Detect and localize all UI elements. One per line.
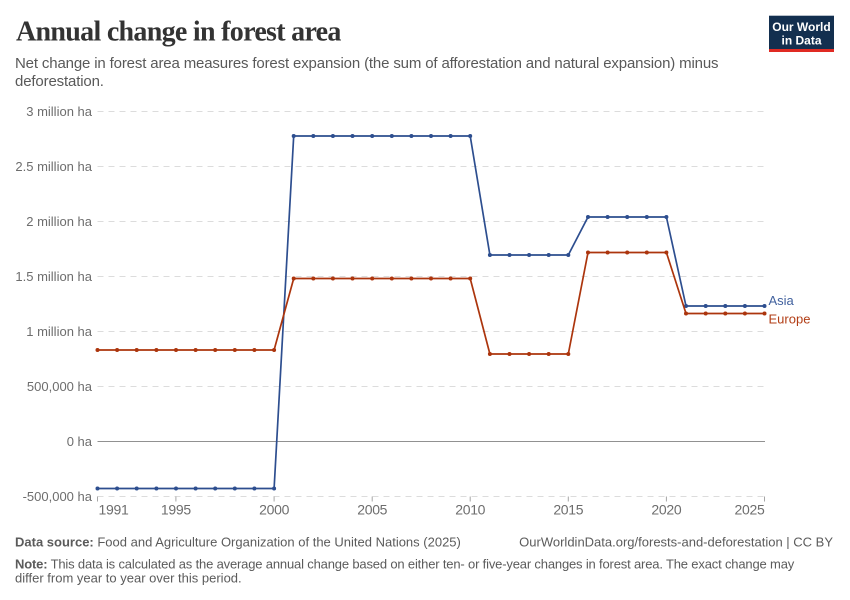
svg-text:2010: 2010 [455, 502, 485, 518]
svg-text:deforestation.: deforestation. [15, 73, 104, 90]
svg-text:500,000 ha: 500,000 ha [27, 379, 93, 394]
svg-text:Europe: Europe [769, 312, 811, 327]
svg-text:1991: 1991 [99, 502, 129, 518]
svg-text:1.5 million ha: 1.5 million ha [15, 269, 92, 284]
svg-text:Note: This data is calculated: Note: This data is calculated as the ave… [15, 557, 795, 572]
svg-text:OurWorldinData.org/forests-and: OurWorldinData.org/forests-and-deforesta… [519, 535, 833, 550]
svg-text:2005: 2005 [357, 502, 387, 518]
svg-text:differ from year to year over: differ from year to year over this perio… [15, 571, 242, 586]
svg-text:2015: 2015 [553, 502, 583, 518]
svg-text:Data source: Food and Agricult: Data source: Food and Agriculture Organi… [15, 535, 461, 550]
svg-text:2 million ha: 2 million ha [26, 214, 93, 229]
svg-text:2000: 2000 [259, 502, 289, 518]
svg-text:3 million ha: 3 million ha [26, 104, 93, 119]
svg-text:Annual change in forest area: Annual change in forest area [16, 16, 341, 47]
svg-text:Our World: Our World [772, 20, 830, 34]
svg-text:Net change in forest area meas: Net change in forest area measures fores… [15, 55, 718, 72]
svg-text:in Data: in Data [781, 34, 821, 48]
svg-text:1 million ha: 1 million ha [26, 324, 93, 339]
svg-text:Asia: Asia [769, 293, 795, 308]
svg-text:1995: 1995 [161, 502, 191, 518]
svg-text:2020: 2020 [651, 502, 681, 518]
svg-text:0 ha: 0 ha [67, 434, 93, 449]
svg-text:-500,000 ha: -500,000 ha [23, 489, 93, 504]
svg-text:2025: 2025 [735, 502, 765, 518]
svg-text:2.5 million ha: 2.5 million ha [15, 159, 92, 174]
